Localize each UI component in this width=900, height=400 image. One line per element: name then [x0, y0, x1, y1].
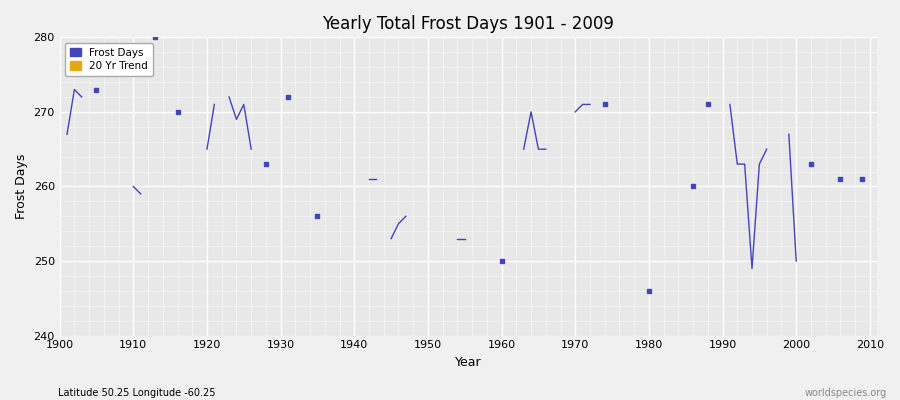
Title: Yearly Total Frost Days 1901 - 2009: Yearly Total Frost Days 1901 - 2009	[322, 15, 615, 33]
Y-axis label: Frost Days: Frost Days	[15, 154, 28, 219]
Text: worldspecies.org: worldspecies.org	[805, 388, 886, 398]
Text: Latitude 50.25 Longitude -60.25: Latitude 50.25 Longitude -60.25	[58, 388, 216, 398]
X-axis label: Year: Year	[455, 356, 482, 369]
Legend: Frost Days, 20 Yr Trend: Frost Days, 20 Yr Trend	[65, 42, 153, 76]
